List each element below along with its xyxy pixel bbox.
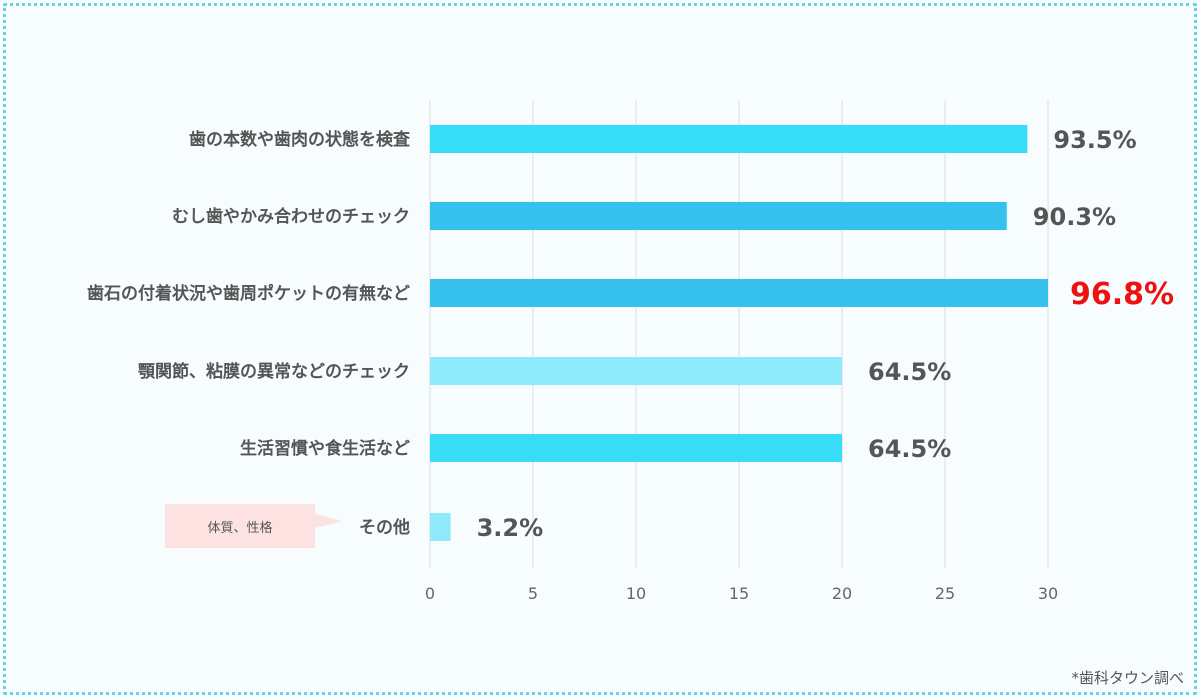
category-label: むし歯やかみ合わせのチェック (172, 206, 410, 227)
category-label: 歯石の付着状況や歯周ポケットの有無など (87, 283, 410, 304)
x-tick-label: 30 (1038, 584, 1058, 603)
source-note: *歯科タウン調べ (1071, 669, 1184, 687)
data-label: 3.2% (477, 514, 544, 542)
category-label: その他 (359, 517, 410, 538)
data-label: 96.8% (1070, 277, 1174, 312)
category-label: 顎関節、粘膜の異常などのチェック (138, 361, 410, 382)
category-label: 生活習慣や食生活など (240, 438, 410, 459)
bar (430, 279, 1048, 307)
bar (430, 513, 451, 541)
x-tick-label: 15 (729, 584, 749, 603)
annotation-text: 体質、性格 (207, 520, 272, 536)
data-label: 64.5% (868, 358, 951, 386)
bar (430, 125, 1028, 153)
bar (430, 434, 842, 462)
x-tick-label: 25 (935, 584, 955, 603)
x-tick-label: 5 (528, 584, 538, 603)
chart-frame (3, 3, 1197, 695)
x-tick-label: 0 (425, 584, 435, 603)
x-tick-label: 20 (832, 584, 852, 603)
data-label: 90.3% (1033, 203, 1116, 231)
data-label: 93.5% (1053, 126, 1136, 154)
bar (430, 357, 842, 385)
annotation-callout (165, 504, 343, 548)
category-label: 歯の本数や歯肉の状態を検査 (189, 129, 411, 150)
data-label: 64.5% (868, 435, 951, 463)
x-tick-label: 10 (626, 584, 646, 603)
bar (430, 202, 1007, 230)
